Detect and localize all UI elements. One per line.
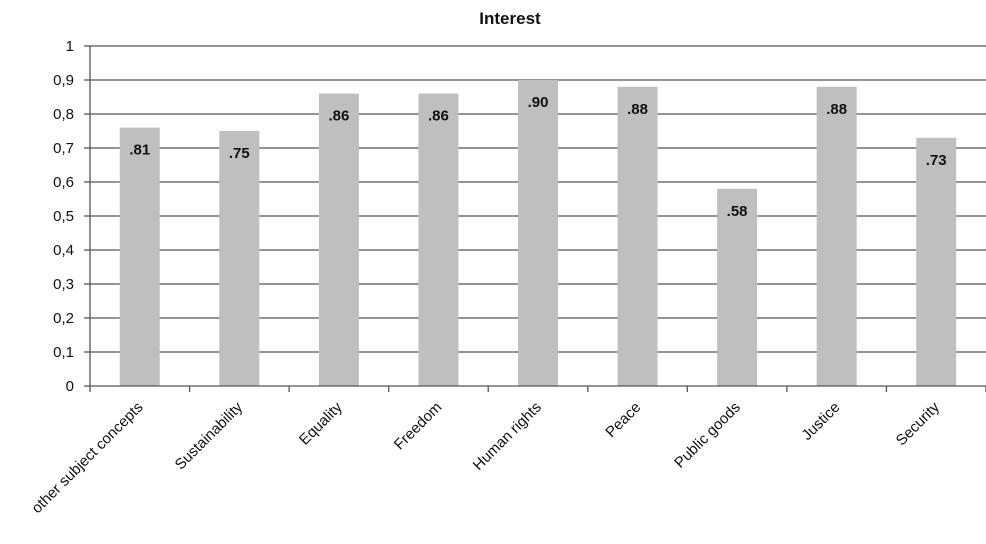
data-label: .73 <box>926 152 947 169</box>
data-label: .86 <box>328 108 349 125</box>
y-tick-label: 0 <box>66 378 74 395</box>
bar <box>119 127 160 386</box>
bar <box>219 131 260 386</box>
chart-title: Interest <box>479 9 541 28</box>
category-label: Human rights <box>470 399 545 474</box>
bar <box>717 188 758 386</box>
bar <box>617 86 658 387</box>
data-label: .58 <box>727 203 748 220</box>
y-tick-label: 0,8 <box>53 106 74 123</box>
y-tick-label: 0,2 <box>53 310 74 327</box>
data-label: .90 <box>528 94 549 111</box>
category-label: Sustainability <box>172 398 247 473</box>
bar <box>916 137 957 386</box>
y-tick-label: 0,4 <box>53 242 74 259</box>
category-label: Freedom <box>391 399 445 453</box>
y-tick-label: 0,1 <box>53 344 74 361</box>
y-tick-label: 0,9 <box>53 72 74 89</box>
data-label: .75 <box>229 145 250 162</box>
axes <box>84 45 986 392</box>
bar <box>518 80 558 386</box>
bar <box>318 93 359 386</box>
category-label: Justice <box>798 399 843 444</box>
category-label: Peace <box>602 399 644 441</box>
category-label: Public goods <box>671 399 744 472</box>
category-label: Equality <box>296 398 346 448</box>
y-tick-label: 0,5 <box>53 208 74 225</box>
y-tick-label: 0,3 <box>53 276 74 293</box>
bars <box>119 80 957 387</box>
bar <box>418 93 459 386</box>
y-tick-label: 0,7 <box>53 140 74 157</box>
data-label: .88 <box>826 101 847 118</box>
data-label: .81 <box>129 142 150 159</box>
category-label: Security <box>893 398 944 449</box>
bar <box>816 86 857 387</box>
y-tick-label: 1 <box>66 38 74 55</box>
data-label: .86 <box>428 108 449 125</box>
labels: 0 0,1 0,2 0,3 0,4 0,5 0,6 0,7 0,8 0,9 1 .81 other su… <box>28 38 946 517</box>
y-tick-label: 0,6 <box>53 174 74 191</box>
category-label: other subject concepts <box>28 399 146 517</box>
data-label: .88 <box>627 101 648 118</box>
